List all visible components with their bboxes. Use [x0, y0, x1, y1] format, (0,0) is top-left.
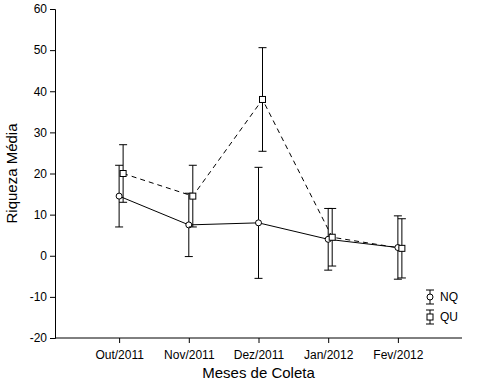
legend-symbol	[426, 304, 434, 305]
x-tick-mark	[189, 338, 190, 343]
error-bar	[185, 193, 193, 256]
marker	[120, 171, 126, 177]
error-cap	[189, 165, 197, 166]
legend-item: NQ	[426, 290, 458, 304]
error-cap	[259, 47, 267, 48]
error-cap	[115, 165, 123, 166]
y-tick-label: 0	[40, 249, 47, 263]
error-cap	[115, 226, 123, 227]
chart: -20 -10 0 10 20 30 40 50 60 Out/2011 Nov/2011 Dez/2…	[0, 0, 477, 387]
y-axis: -20 -10 0 10 20 30 40 50 60	[30, 2, 56, 345]
y-tick-label: 40	[34, 85, 48, 99]
x-tick-mark	[398, 338, 399, 343]
legend-label: QU	[440, 310, 458, 324]
y-tick-mark	[50, 132, 55, 133]
legend-symbol	[426, 290, 434, 291]
legend-symbol	[427, 294, 433, 300]
x-tick-mark	[259, 338, 260, 343]
error-bar	[259, 48, 267, 152]
x-tick: Dez/2011	[234, 338, 285, 362]
error-cap	[119, 144, 127, 145]
x-axis-title: Meses de Coleta	[202, 364, 315, 381]
y-tick: 40	[34, 85, 55, 99]
y-tick-label: -20	[30, 331, 48, 345]
error-bar	[328, 208, 336, 266]
y-tick-mark	[50, 9, 55, 10]
x-tick: Jan/2012	[304, 338, 354, 362]
y-tick: 50	[34, 43, 55, 57]
error-cap	[119, 202, 127, 203]
y-tick-label: 30	[34, 126, 48, 140]
y-tick: -10	[30, 290, 55, 304]
legend-symbol	[427, 314, 433, 320]
y-tick: 10	[34, 208, 55, 222]
legend-item: QU	[426, 310, 458, 324]
error-bar	[119, 145, 127, 203]
x-tick: Nov/2011	[164, 338, 215, 362]
legend: NQ QU	[426, 290, 458, 324]
y-axis-line	[50, 10, 56, 339]
y-tick-label: 10	[34, 208, 48, 222]
y-tick-mark	[50, 174, 55, 175]
error-cap	[185, 256, 193, 257]
error-cap	[328, 266, 336, 267]
error-cap	[324, 270, 332, 271]
y-axis-title: Riqueza Média	[3, 123, 20, 224]
y-tick-mark	[50, 91, 55, 92]
x-tick-mark	[119, 338, 120, 343]
y-tick-mark	[50, 297, 55, 298]
error-bar	[255, 167, 263, 278]
error-cap	[189, 226, 197, 227]
y-tick-label: 50	[34, 43, 48, 57]
legend-symbol	[426, 310, 434, 311]
marker	[260, 96, 266, 102]
y-tick: 60	[34, 2, 55, 16]
y-tick-label: 20	[34, 167, 48, 181]
y-tick: -20	[30, 331, 55, 345]
error-cap	[394, 215, 402, 216]
x-tick-label: Out/2011	[95, 348, 144, 362]
marker	[256, 220, 262, 226]
y-tick-mark	[50, 215, 55, 216]
error-cap	[398, 218, 406, 219]
marker	[399, 245, 405, 251]
legend-label: NQ	[440, 290, 458, 304]
y-tick-mark	[50, 50, 55, 51]
x-tick-label: Fev/2012	[373, 348, 423, 362]
plot-area	[115, 48, 406, 280]
legend-symbol	[426, 324, 434, 325]
y-tick-label: 60	[34, 2, 48, 16]
marker	[116, 193, 122, 199]
series	[119, 48, 406, 278]
error-cap	[328, 208, 336, 209]
x-tick-mark	[328, 338, 329, 343]
marker	[329, 234, 335, 240]
x-tick-label: Jan/2012	[304, 348, 354, 362]
x-tick: Out/2011	[95, 338, 144, 362]
x-tick-label: Dez/2011	[234, 348, 285, 362]
y-tick: 30	[34, 126, 55, 140]
x-axis: Out/2011 Nov/2011 Dez/2011 Jan/2012 Fev/2012	[55, 338, 462, 362]
series	[115, 165, 402, 279]
x-tick-label: Nov/2011	[164, 348, 215, 362]
marker	[190, 193, 196, 199]
error-cap	[255, 278, 263, 279]
y-tick: 20	[34, 167, 55, 181]
error-bar	[189, 165, 197, 227]
error-cap	[394, 279, 402, 280]
x-tick: Fev/2012	[373, 338, 423, 362]
error-cap	[398, 277, 406, 278]
y-tick-mark	[50, 338, 55, 339]
error-cap	[259, 151, 267, 152]
error-bar	[398, 219, 406, 278]
error-cap	[255, 167, 263, 168]
y-tick-mark	[50, 256, 55, 257]
y-tick: 0	[40, 249, 55, 263]
y-tick-label: -10	[30, 290, 48, 304]
